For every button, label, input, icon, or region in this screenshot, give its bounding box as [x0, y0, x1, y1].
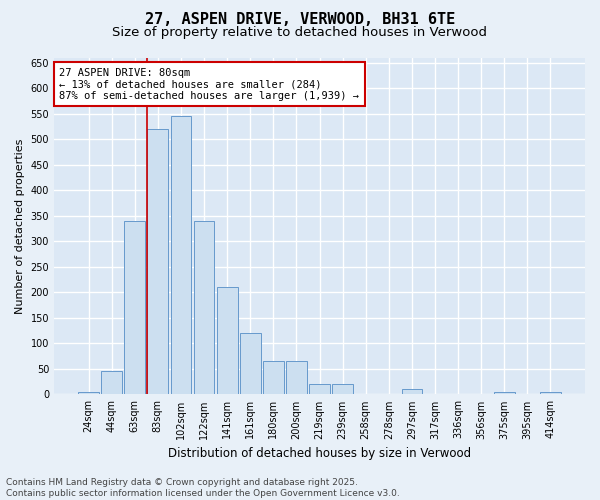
Y-axis label: Number of detached properties: Number of detached properties	[15, 138, 25, 314]
Bar	[240, 333, 260, 394]
Bar	[401, 390, 422, 394]
Bar	[170, 116, 191, 394]
Bar	[263, 361, 284, 394]
Bar	[78, 392, 99, 394]
Bar	[124, 221, 145, 394]
Bar	[540, 392, 561, 394]
X-axis label: Distribution of detached houses by size in Verwood: Distribution of detached houses by size …	[168, 447, 471, 460]
Text: Contains HM Land Registry data © Crown copyright and database right 2025.
Contai: Contains HM Land Registry data © Crown c…	[6, 478, 400, 498]
Bar	[217, 287, 238, 395]
Bar	[148, 129, 168, 394]
Bar	[101, 372, 122, 394]
Bar	[286, 361, 307, 394]
Text: 27 ASPEN DRIVE: 80sqm
← 13% of detached houses are smaller (284)
87% of semi-det: 27 ASPEN DRIVE: 80sqm ← 13% of detached …	[59, 68, 359, 101]
Bar	[494, 392, 515, 394]
Bar	[309, 384, 330, 394]
Text: Size of property relative to detached houses in Verwood: Size of property relative to detached ho…	[113, 26, 487, 39]
Bar	[332, 384, 353, 394]
Text: 27, ASPEN DRIVE, VERWOOD, BH31 6TE: 27, ASPEN DRIVE, VERWOOD, BH31 6TE	[145, 12, 455, 28]
Bar	[194, 221, 214, 394]
